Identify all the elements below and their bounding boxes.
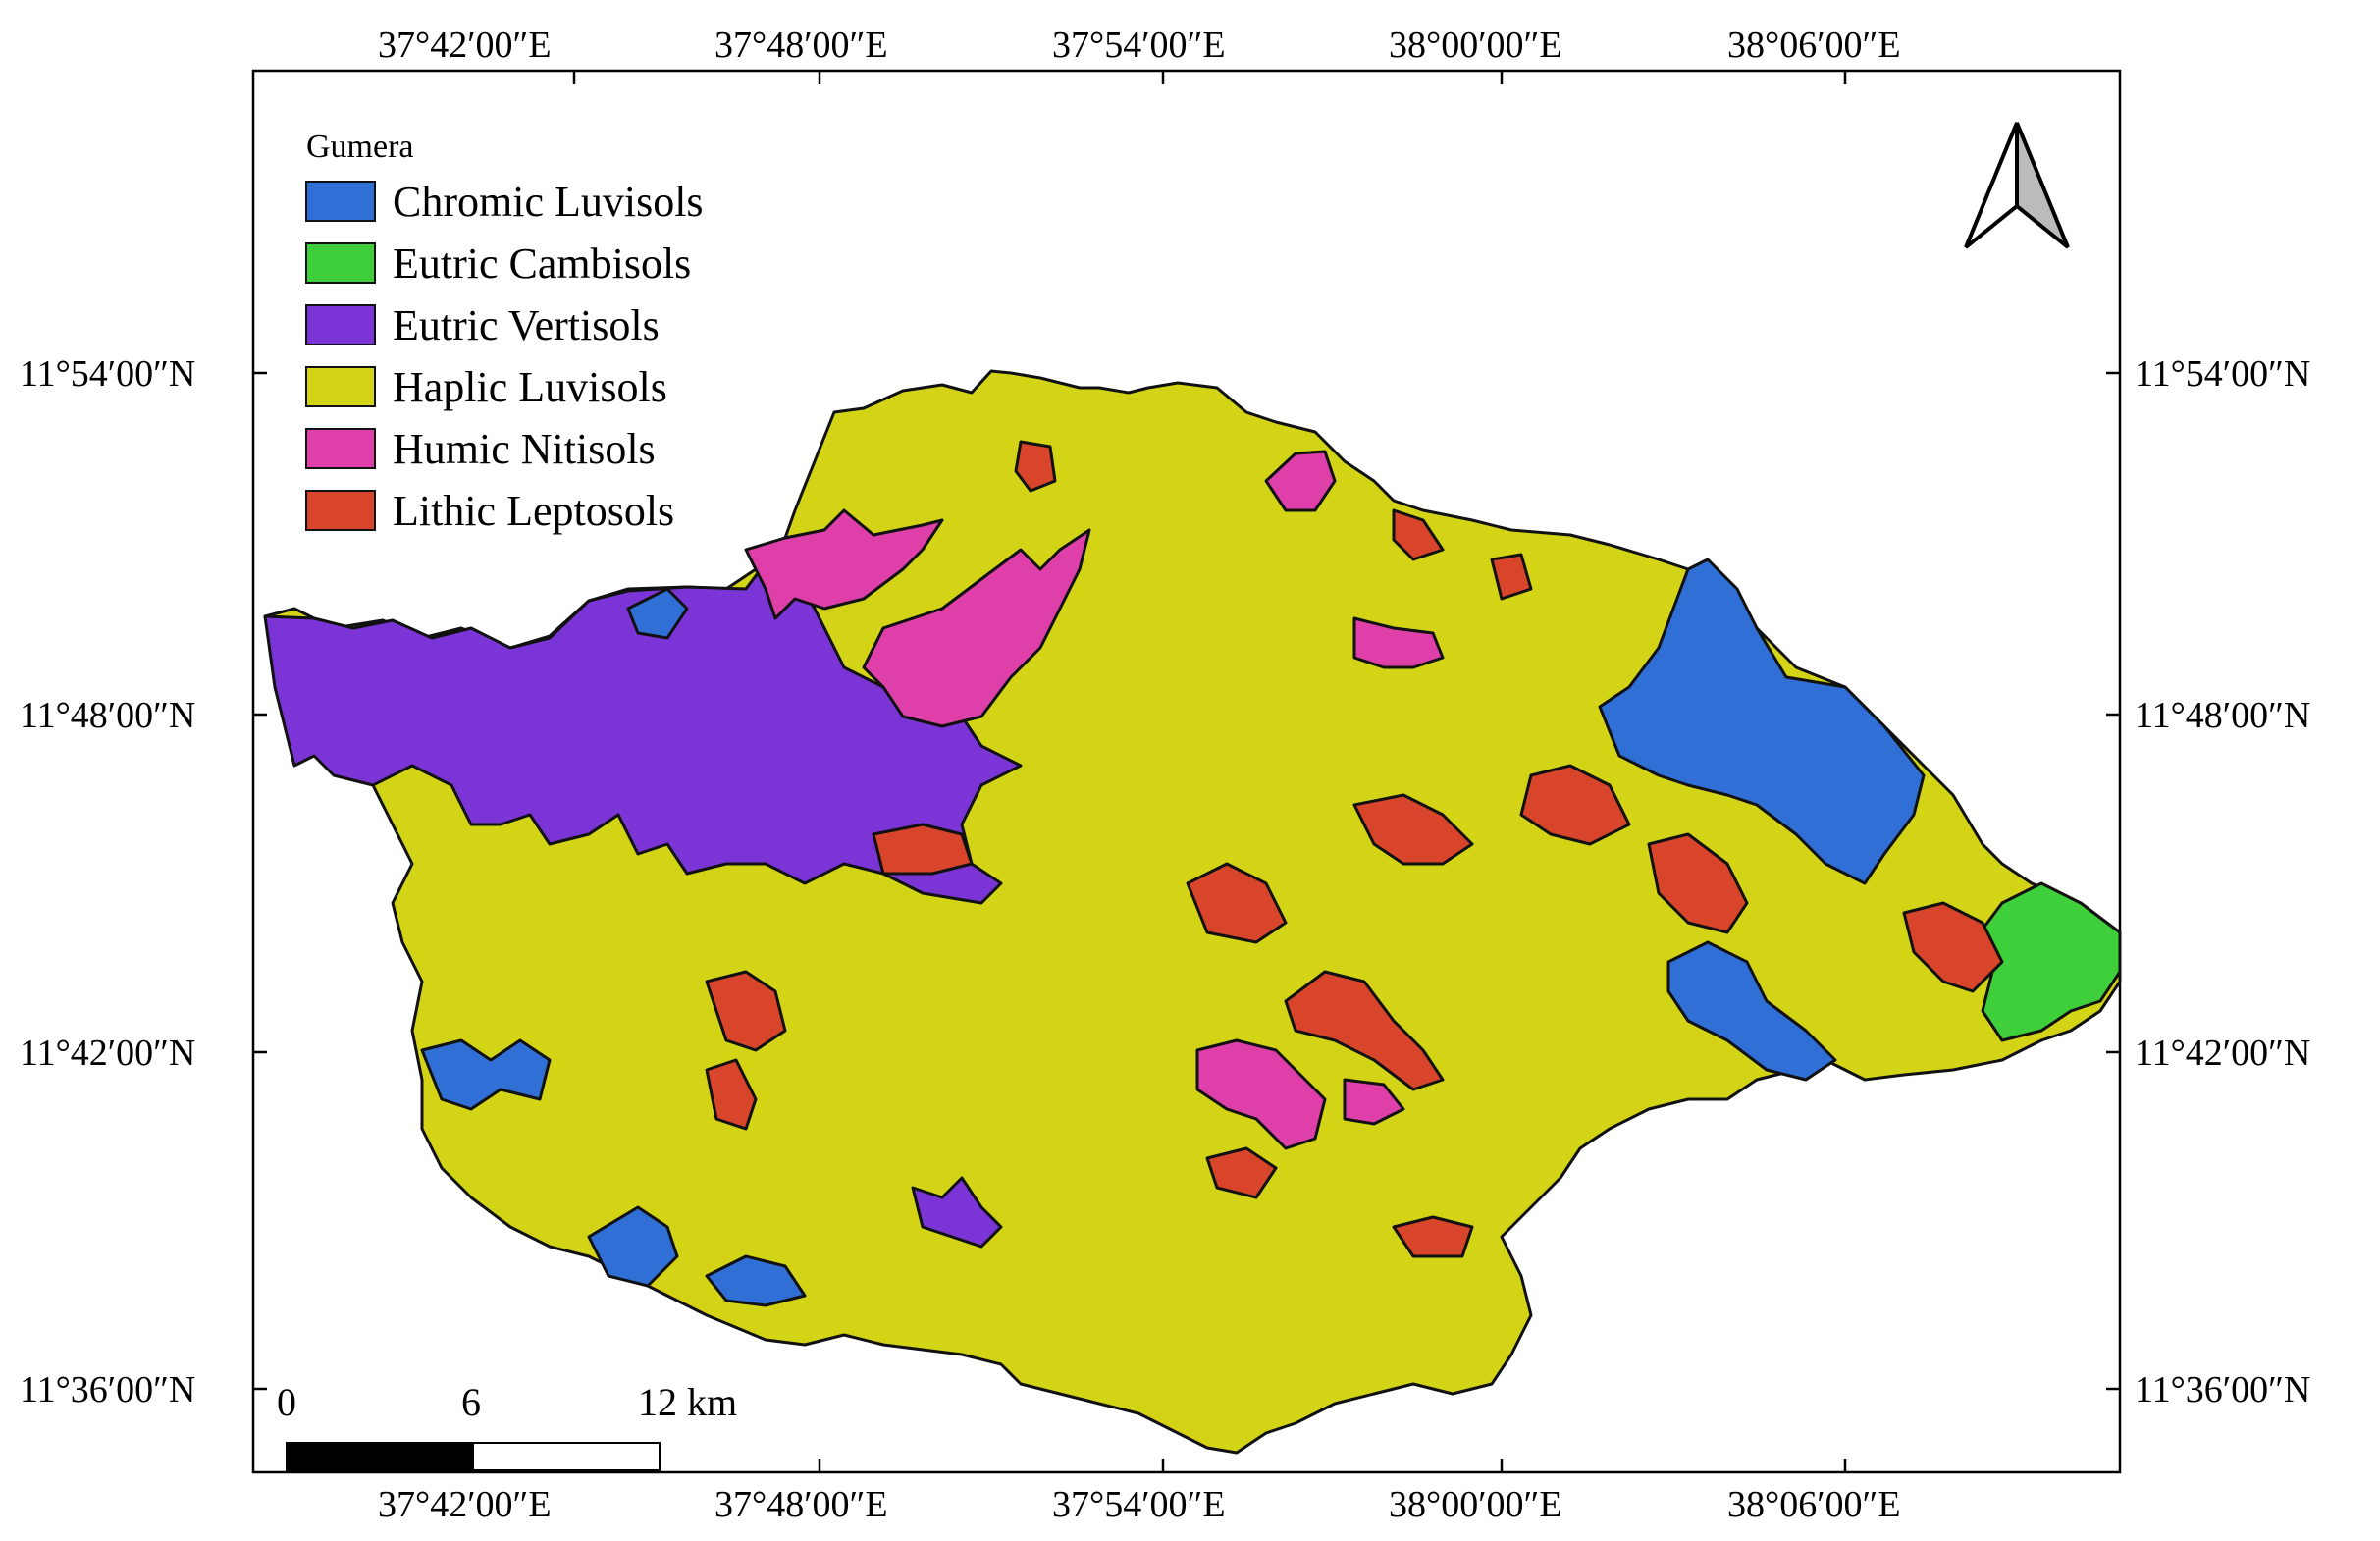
legend-swatch-eutric-vertisols (305, 304, 376, 345)
legend-label-humic-nitisols: Humic Nitisols (393, 425, 656, 473)
legend-swatch-humic-nitisols (305, 428, 376, 469)
lat-label-right-1: 11°54′00″N (2135, 353, 2310, 395)
scale-label-0: 0 (277, 1380, 296, 1424)
soil-lithic-leptosols-1 (1014, 440, 1057, 493)
lon-label-top-2: 37°48′00″E (714, 25, 888, 66)
soil-lithic-leptosols-6 (1284, 970, 1445, 1091)
soil-lithic-leptosols-5 (1186, 862, 1288, 944)
soil-lithic-leptosols-12 (872, 823, 974, 876)
legend-item-haplic-luvisols: Haplic Luvisols (305, 363, 667, 411)
soil-chromic-luvisols-sw (420, 1038, 552, 1111)
legend-swatch-lithic-leptosols (305, 490, 376, 531)
legend-label-eutric-cambisols: Eutric Cambisols (393, 239, 691, 288)
soil-lithic-leptosols-13 (1205, 1146, 1278, 1199)
legend-item-humic-nitisols: Humic Nitisols (305, 425, 656, 473)
lon-label-bottom-4: 38°00′00″E (1389, 1484, 1562, 1525)
soil-humic-nitisols-south2 (1343, 1078, 1405, 1126)
soil-lithic-leptosols-7 (1519, 764, 1631, 846)
legend-title: Gumera (306, 129, 414, 165)
soil-eutric-vertisols-south (911, 1176, 1003, 1249)
soil-humic-nitisols-ne (1264, 450, 1337, 512)
north-arrow-icon (1964, 122, 2070, 249)
soil-lithic-leptosols-3 (1490, 553, 1533, 601)
legend-item-eutric-cambisols: Eutric Cambisols (305, 239, 691, 288)
soil-lithic-leptosols-2 (1392, 508, 1445, 561)
lat-label-left-3: 11°42′00″N (20, 1033, 195, 1074)
legend: Gumera Chromic Luvisols Eutric Cambisols… (305, 129, 704, 535)
legend-label-lithic-leptosols: Lithic Leptosols (393, 487, 674, 535)
lat-label-left-2: 11°48′00″N (20, 695, 195, 736)
soil-eutric-vertisols-west (263, 548, 1023, 905)
lat-label-left-1: 11°54′00″N (20, 353, 195, 395)
scale-bar-segment-white (472, 1442, 661, 1471)
soil-chromic-luvisols-se (1666, 940, 1837, 1082)
legend-item-chromic-luvisols: Chromic Luvisols (305, 178, 704, 226)
soil-lithic-leptosols-11 (705, 1058, 758, 1131)
scale-label-12km: 12 km (638, 1380, 737, 1424)
lon-label-bottom-5: 38°06′00″E (1727, 1484, 1901, 1525)
lat-label-right-2: 11°48′00″N (2135, 695, 2310, 736)
scale-label-6: 6 (461, 1380, 481, 1424)
lon-label-bottom-3: 37°54′00″E (1052, 1484, 1226, 1525)
legend-item-lithic-leptosols: Lithic Leptosols (305, 487, 674, 535)
lon-label-top-5: 38°06′00″E (1727, 25, 1901, 66)
lon-label-top-4: 38°00′00″E (1389, 25, 1562, 66)
soil-chromic-luvisols-nw (626, 587, 689, 640)
soil-humic-nitisols-north (744, 508, 944, 620)
soil-lithic-leptosols-10 (705, 970, 787, 1052)
soil-chromic-luvisols-east (1598, 558, 1926, 885)
soil-lithic-leptosols-14 (1392, 1215, 1474, 1258)
lon-label-top-1: 37°42′00″E (378, 25, 552, 66)
soil-humic-nitisols-south (1195, 1038, 1327, 1150)
soil-lithic-leptosols-4 (1352, 793, 1474, 866)
soil-lithic-leptosols-8 (1647, 832, 1749, 934)
legend-item-eutric-vertisols: Eutric Vertisols (305, 301, 660, 349)
lon-label-bottom-2: 37°48′00″E (714, 1484, 888, 1525)
legend-label-haplic-luvisols: Haplic Luvisols (393, 363, 667, 411)
legend-label-chromic-luvisols: Chromic Luvisols (393, 178, 704, 226)
legend-swatch-haplic-luvisols (305, 366, 376, 407)
legend-swatch-chromic-luvisols (305, 181, 376, 222)
lon-label-top-3: 37°54′00″E (1052, 25, 1226, 66)
lat-label-left-4: 11°36′00″N (20, 1369, 195, 1410)
scale-bar-segment-black (286, 1442, 474, 1471)
top-axis (253, 71, 2120, 1472)
legend-swatch-eutric-cambisols (305, 242, 376, 284)
soil-humic-nitisols-e (1352, 616, 1445, 669)
soil-chromic-luvisols-s2 (705, 1254, 807, 1307)
lat-label-right-3: 11°42′00″N (2135, 1033, 2310, 1074)
lon-label-bottom-1: 37°42′00″E (378, 1484, 552, 1525)
soil-humic-nitisols-center (862, 528, 1091, 728)
soil-lithic-leptosols-9 (1902, 901, 2004, 993)
scale-bar: 0 6 12 km (277, 1380, 737, 1471)
legend-label-eutric-vertisols: Eutric Vertisols (393, 301, 660, 349)
lat-label-right-4: 11°36′00″N (2135, 1369, 2310, 1410)
soil-chromic-luvisols-s1 (587, 1205, 679, 1288)
